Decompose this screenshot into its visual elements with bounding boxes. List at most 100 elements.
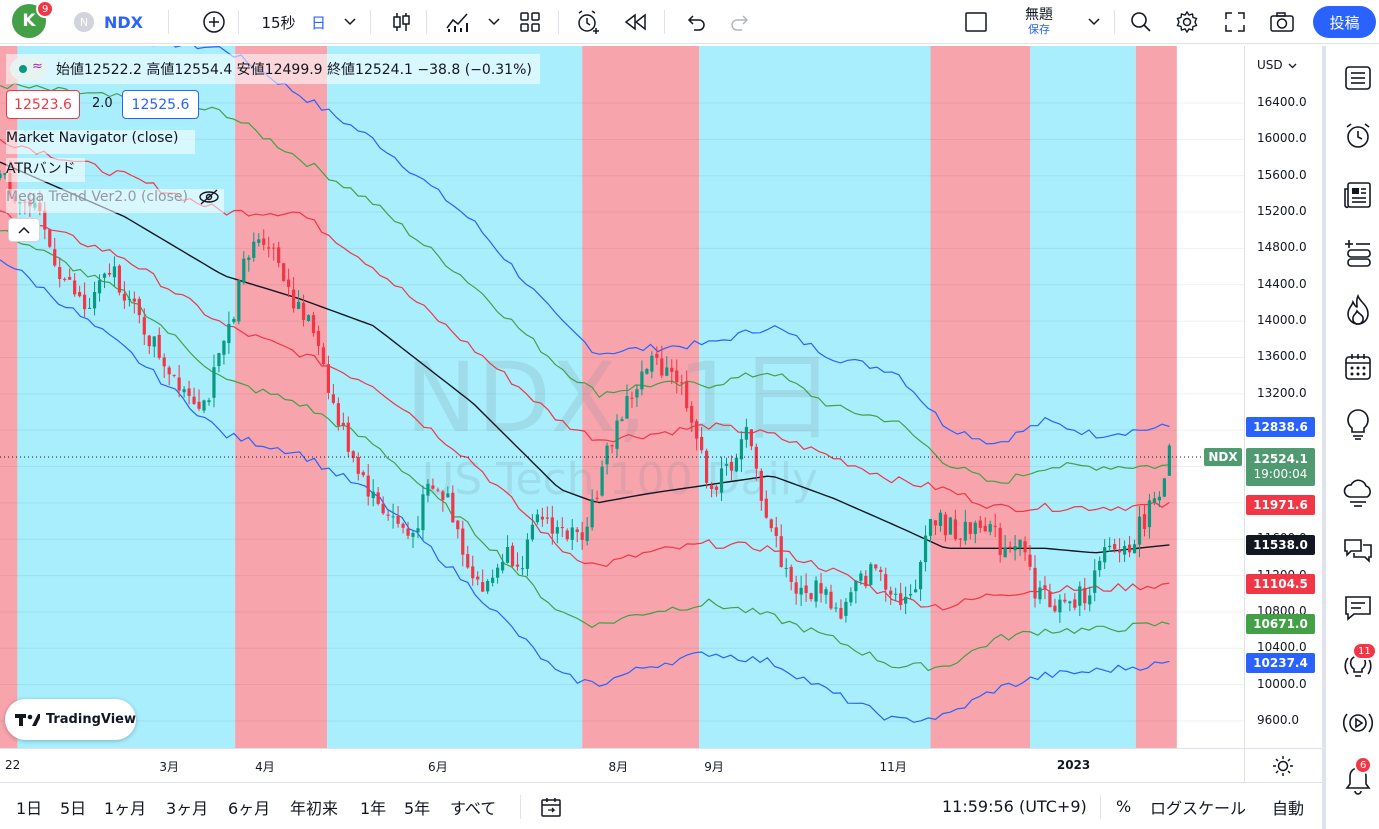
candle-bear — [1033, 567, 1037, 599]
candle-bear — [132, 298, 136, 302]
candle-bear — [291, 289, 296, 309]
search-button[interactable] — [1126, 0, 1156, 44]
private-chats-button[interactable] — [1340, 590, 1376, 626]
search-icon — [1131, 12, 1151, 32]
indicator-market-navigator[interactable]: Market Navigator (close) — [6, 130, 195, 154]
snapshot-button[interactable] — [1266, 0, 1298, 44]
calendar-arrow-icon — [541, 797, 561, 817]
range-1y-button[interactable]: 1年 — [360, 798, 387, 818]
symbol-search-button[interactable]: N NDX — [74, 0, 154, 44]
axis-settings-button[interactable] — [1244, 748, 1322, 782]
candle-bear — [899, 593, 903, 606]
log-scale-button[interactable]: ログスケール — [1150, 798, 1247, 818]
news-button[interactable] — [1340, 177, 1376, 213]
range-5d-button[interactable]: 5日 — [60, 798, 87, 818]
chats-button[interactable] — [1340, 533, 1376, 569]
calendar-button[interactable] — [1340, 349, 1376, 385]
watchlist-details-button[interactable] — [1340, 235, 1376, 271]
chevron-down-icon — [344, 18, 356, 26]
sun-settings-icon — [1273, 756, 1293, 776]
candle-bear — [1063, 599, 1067, 602]
candle-bear — [804, 585, 808, 594]
range-6m-button[interactable]: 6ヶ月 — [228, 798, 271, 818]
fullscreen-button[interactable] — [1220, 0, 1250, 44]
candle-bear — [471, 566, 475, 579]
sell-price-button[interactable]: 12523.6 — [6, 90, 80, 119]
candle-bull — [535, 514, 540, 523]
alert-button[interactable] — [572, 0, 604, 44]
candle-bear — [774, 527, 778, 536]
time-axis[interactable]: 22 3月 4月 6月 8月 9月 11月 2023 — [0, 748, 1244, 782]
price-axis[interactable]: USD 16400.0 16000.0 15600.0 15200.0 14800.0 1… — [1244, 46, 1322, 748]
chart-pane[interactable]: NDX, 1日 US Tech 100 Daily ≈ 始値12522.2 高値… — [0, 46, 1244, 748]
eye-hidden-icon[interactable] — [198, 189, 220, 205]
price-chart: NDX, 1日 US Tech 100 Daily — [0, 46, 1244, 748]
candle-bear — [565, 530, 569, 540]
goto-date-button[interactable] — [540, 783, 564, 829]
range-3m-button[interactable]: 3ヶ月 — [166, 798, 209, 818]
percent-scale-button[interactable]: % — [1116, 797, 1132, 816]
alerts-button[interactable] — [1340, 118, 1376, 154]
interval-15s-button[interactable]: 15秒 — [261, 13, 296, 32]
fullscreen-toggle-button[interactable] — [960, 0, 992, 44]
candle-bull — [938, 512, 943, 526]
indicator-mega-trend[interactable]: Mega Trend Ver2.0 (close) — [6, 189, 225, 213]
layout-name-button[interactable]: 無題 保存 — [1004, 0, 1074, 44]
tradingview-logo[interactable]: TradingView — [5, 699, 136, 740]
candle-bear — [107, 272, 112, 275]
indicator-atr-band[interactable]: ATRバンド — [6, 158, 86, 182]
candle-bear — [1113, 544, 1117, 550]
candle-bear — [675, 370, 679, 383]
buy-price-button[interactable]: 12525.6 — [122, 90, 199, 119]
range-all-button[interactable]: すべて — [450, 798, 497, 818]
video-streams-button[interactable] — [1340, 705, 1376, 741]
chart-type-button[interactable] — [386, 0, 416, 44]
ideas-button[interactable] — [1340, 406, 1376, 442]
compare-add-button[interactable] — [198, 0, 230, 44]
indicators-dropdown-button[interactable] — [482, 0, 506, 44]
range-1m-button[interactable]: 1ヶ月 — [104, 798, 147, 818]
minds-button[interactable] — [1340, 476, 1376, 512]
candle-bear — [381, 503, 385, 514]
candle-bull — [1108, 545, 1112, 548]
range-1d-button[interactable]: 1日 — [16, 798, 43, 818]
indicators-button[interactable] — [442, 0, 474, 44]
candle-bull — [446, 493, 450, 498]
candle-bull — [525, 539, 530, 569]
publish-button[interactable]: 投稿 — [1313, 6, 1376, 38]
candle-bear — [386, 514, 390, 516]
replay-button[interactable] — [620, 0, 652, 44]
interval-day-button[interactable]: 日 — [310, 13, 326, 32]
play-circle-icon — [1342, 713, 1374, 733]
candle-bear — [819, 583, 823, 594]
range-5y-button[interactable]: 5年 — [404, 798, 431, 818]
redo-button[interactable] — [726, 0, 756, 44]
candle-bear — [655, 353, 659, 358]
symbol-price-label: NDX — [1204, 448, 1242, 466]
hotlists-button[interactable] — [1340, 292, 1376, 328]
currency-selector[interactable]: USD — [1257, 58, 1297, 72]
interval-dropdown-button[interactable] — [338, 0, 362, 44]
candle-bull — [948, 517, 953, 535]
alarm-clock-icon — [1346, 123, 1370, 148]
candle-bull — [928, 519, 933, 536]
auto-scale-button[interactable]: 自動 — [1272, 798, 1305, 818]
candle-bull — [854, 581, 858, 592]
watchlist-button[interactable] — [1340, 60, 1376, 96]
collapse-legend-button[interactable] — [8, 218, 40, 242]
candle-bear — [192, 396, 196, 404]
candle-bear — [331, 394, 335, 403]
candle-bull — [416, 528, 420, 533]
undo-button[interactable] — [680, 0, 710, 44]
candle-bear — [177, 377, 181, 391]
layout-dropdown-button[interactable] — [1082, 0, 1106, 44]
settings-button[interactable] — [1172, 0, 1202, 44]
range-ytd-button[interactable]: 年初来 — [290, 798, 339, 818]
time-tick-label: 22 — [4, 758, 21, 772]
candle-bear — [82, 294, 87, 310]
candle-bull — [913, 589, 918, 593]
band-lower-outer — [0, 259, 1170, 723]
chevron-down-icon — [1088, 18, 1100, 26]
layout-button[interactable] — [514, 0, 546, 44]
timezone-clock[interactable]: 11:59:56 (UTC+9) — [942, 797, 1087, 816]
